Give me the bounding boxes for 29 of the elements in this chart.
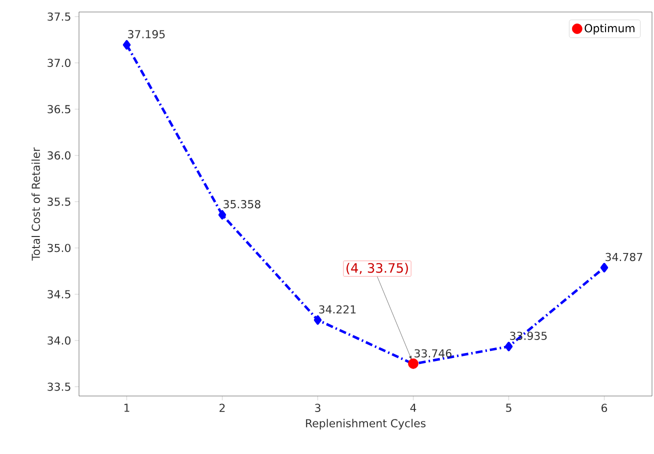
x-tick-label: 6 (602, 404, 608, 412)
data-label: 37.195 (128, 30, 165, 38)
y-tick-label: 34.0 (48, 336, 70, 345)
point (504, 342, 513, 352)
y-tick-label: 34.5 (48, 290, 70, 298)
point (218, 210, 226, 220)
x-axis-title: Replenishment Cycles (306, 418, 426, 430)
data-label: 33.746 (414, 349, 452, 358)
y-axis-title: Total Cost of Retailer (32, 147, 40, 261)
y-tick-label: 37.0 (48, 58, 70, 68)
data-label: 34.221 (319, 305, 356, 314)
x-tick-label: 2 (220, 404, 225, 412)
x-tick-label: 3 (315, 404, 320, 412)
x-tick-label: 4 (410, 404, 416, 412)
point (314, 315, 322, 325)
annotation: (4, 33.75) (346, 262, 408, 274)
x-tick-label: 5 (506, 404, 512, 412)
y-tick-label: 35.0 (48, 244, 70, 252)
y-tick-label: 33.5 (48, 382, 70, 391)
y-tick-label: 36.5 (48, 105, 70, 114)
point (600, 262, 608, 272)
y-tick-label: 35.5 (48, 198, 70, 206)
legend-label: Optimum (584, 24, 634, 34)
data-label: 34.787 (606, 252, 642, 262)
x-tick-label: 1 (124, 404, 130, 412)
y-tick-label: 37.5 (48, 12, 70, 21)
y-tick-label: 36.0 (48, 151, 70, 160)
data-label: 35.358 (224, 200, 260, 208)
point (122, 40, 131, 50)
